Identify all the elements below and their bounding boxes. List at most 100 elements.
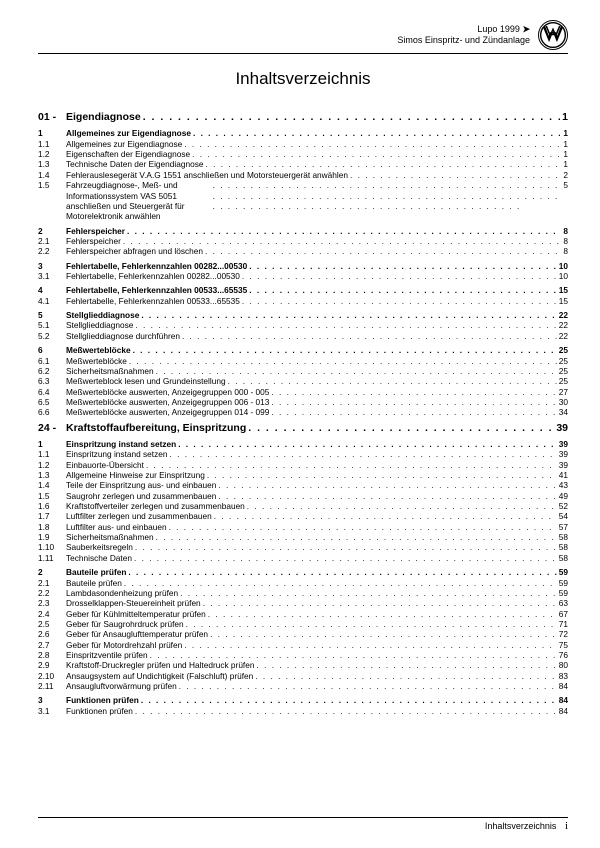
toc-page: 22	[557, 310, 568, 320]
toc-page: 83	[557, 671, 568, 681]
toc-label: Fehlertabelle, Fehlerkennzahlen 00533...…	[66, 285, 249, 295]
toc-label: Einspritzung instand setzen	[66, 449, 169, 459]
toc-section: 3Fehlertabelle, Fehlerkennzahlen 00282..…	[38, 261, 568, 271]
footer-label: Inhaltsverzeichnis	[485, 821, 557, 831]
toc-page: 10	[557, 271, 568, 281]
toc-item: 1.7Luftfilter zerlegen und zusammenbauen…	[38, 511, 568, 521]
toc-leader	[178, 439, 557, 449]
toc-page: 59	[557, 578, 568, 588]
toc-section: 6Meßwerteblöcke25	[38, 345, 568, 355]
toc-label: Stellglieddiagnose	[66, 320, 135, 330]
toc-number: 1.4	[38, 170, 66, 180]
toc-page: 8	[561, 226, 568, 236]
toc-item: 1.10Sauberkeitsregeln58	[38, 542, 568, 552]
toc-page: 41	[557, 470, 568, 480]
toc-page: 39	[554, 422, 568, 435]
toc-number: 2.6	[38, 629, 66, 639]
toc-number: 2	[38, 226, 66, 236]
toc-leader	[242, 271, 557, 281]
toc-section: 4Fehlertabelle, Fehlerkennzahlen 00533..…	[38, 285, 568, 295]
toc: 01 -Eigendiagnose11Allgemeines zur Eigen…	[38, 111, 568, 716]
toc-leader	[247, 501, 557, 511]
toc-item: 5.2Stellglieddiagnose durchführen22	[38, 331, 568, 341]
toc-item: 1.6Kraftstoffverteiler zerlegen und zusa…	[38, 501, 568, 511]
toc-page: 72	[557, 629, 568, 639]
toc-leader	[213, 180, 562, 211]
toc-label: Fehlerauslesegerät V.A.G 1551 anschließe…	[66, 170, 350, 180]
toc-leader	[182, 331, 557, 341]
toc-leader	[256, 660, 556, 670]
toc-item: 2.7Geber für Motordrehzahl prüfen75	[38, 640, 568, 650]
toc-label: Bauteile prüfen	[66, 578, 124, 588]
toc-item: 2.9Kraftstoff-Druckregler prüfen und Hal…	[38, 660, 568, 670]
toc-page: 15	[557, 296, 568, 306]
toc-number: 3.1	[38, 271, 66, 281]
toc-page: 2	[561, 170, 568, 180]
toc-number: 6.2	[38, 366, 66, 376]
toc-leader	[169, 522, 557, 532]
toc-number: 5.2	[38, 331, 66, 341]
toc-page: 8	[561, 236, 568, 246]
toc-page: 1	[561, 149, 568, 159]
toc-leader	[135, 542, 557, 552]
toc-number: 6.6	[38, 407, 66, 417]
toc-number: 5.1	[38, 320, 66, 330]
toc-item: 2.11Ansaugluftvorwärmung prüfen84	[38, 681, 568, 691]
toc-label: Einbauorte-Übersicht	[66, 460, 146, 470]
toc-page: 39	[557, 460, 568, 470]
toc-item: 1.11Technische Daten58	[38, 553, 568, 563]
toc-leader	[127, 226, 561, 236]
toc-item: 1.1Allgemeines zur Eigendiagnose1	[38, 139, 568, 149]
toc-item: 5.1Stellglieddiagnose22	[38, 320, 568, 330]
toc-item: 2.4Geber für Kühlmitteltemperatur prüfen…	[38, 609, 568, 619]
toc-leader	[156, 366, 557, 376]
toc-label: Technische Daten der Eigendiagnose	[66, 159, 205, 169]
toc-number: 1.2	[38, 460, 66, 470]
toc-leader	[133, 345, 557, 355]
toc-number: 2.9	[38, 660, 66, 670]
toc-label: Fehlertabelle, Fehlerkennzahlen 00533...…	[66, 296, 242, 306]
toc-label: Fehlerspeicher	[66, 226, 127, 236]
toc-number: 1.3	[38, 470, 66, 480]
toc-section: 2Bauteile prüfen59	[38, 567, 568, 577]
toc-label: Kraftstoffverteiler zerlegen und zusamme…	[66, 501, 247, 511]
toc-label: Geber für Saugrohrdruck prüfen	[66, 619, 186, 629]
toc-leader	[146, 460, 557, 470]
toc-leader	[135, 320, 556, 330]
toc-item: 2.6Geber für Ansauglufttemperatur prüfen…	[38, 629, 568, 639]
toc-page: 59	[557, 588, 568, 598]
toc-page: 59	[557, 567, 568, 577]
toc-number: 3	[38, 261, 66, 271]
toc-label: Meßwerteblock lesen und Grundeinstellung	[66, 376, 228, 386]
header-text: Lupo 1999 ➤ Simos Einspritz- und Zündanl…	[397, 24, 530, 46]
toc-page: 5	[561, 180, 568, 190]
toc-label: Stellglieddiagnose	[66, 310, 141, 320]
toc-number: 2.2	[38, 588, 66, 598]
toc-page: 49	[557, 491, 568, 501]
toc-page: 84	[557, 681, 568, 691]
toc-leader	[184, 139, 561, 149]
toc-leader	[141, 310, 556, 320]
toc-number: 4	[38, 285, 66, 295]
toc-item: 6.6Meßwerteblöcke auswerten, Anzeigegrup…	[38, 407, 568, 417]
page-title: Inhaltsverzeichnis	[38, 68, 568, 89]
toc-page: 54	[557, 511, 568, 521]
toc-label: Fehlerspeicher	[66, 236, 123, 246]
toc-item: 6.4Meßwerteblöcke auswerten, Anzeigegrup…	[38, 387, 568, 397]
toc-number: 2.7	[38, 640, 66, 650]
toc-number: 1.1	[38, 139, 66, 149]
toc-leader	[193, 128, 561, 138]
toc-leader	[128, 567, 556, 577]
toc-label: Einspritzventile prüfen	[66, 650, 150, 660]
toc-leader	[179, 681, 557, 691]
toc-number: 1.11	[38, 553, 66, 563]
toc-number: 6.4	[38, 387, 66, 397]
toc-number: 2.2	[38, 246, 66, 256]
toc-number: 2.1	[38, 578, 66, 588]
toc-item: 6.5Meßwerteblöcke auswerten, Anzeigegrup…	[38, 397, 568, 407]
toc-leader	[214, 511, 557, 521]
toc-page: 75	[557, 640, 568, 650]
toc-page: 34	[557, 407, 568, 417]
toc-leader	[218, 480, 556, 490]
toc-label: Ansaugsystem auf Undichtigkeit (Falschlu…	[66, 671, 255, 681]
